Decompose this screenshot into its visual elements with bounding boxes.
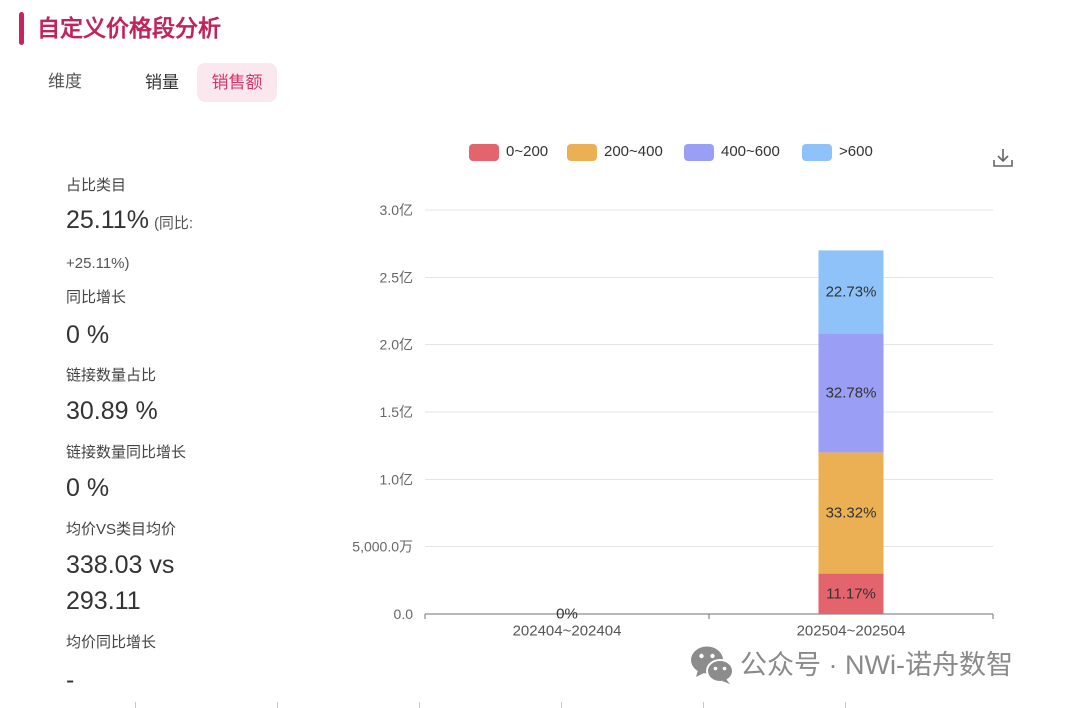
y-tick-label: 2.0亿 (380, 337, 413, 353)
download-icon-arrowhead (997, 155, 1009, 163)
page-title: 自定义价格段分析 (37, 15, 221, 41)
legend-swatch (802, 143, 832, 161)
legend-swatch (684, 143, 714, 161)
metric-value-yoy-growth: 0 % (66, 321, 110, 349)
wechat-icon-eye (722, 666, 727, 671)
price-segment-stacked-bar-chart: 0.0 5,000.0万 1.0亿 1.5亿 2.0亿 2.5亿 3.0亿 202404~20… (352, 202, 994, 640)
metric-value-link-count-yoy-growth: 0 % (66, 474, 110, 502)
legend-item-0-200[interactable]: 0~200 (469, 143, 548, 161)
dimension-label: 维度 (48, 72, 82, 91)
data-label: 32.78% (826, 384, 877, 401)
legend-item-over-600[interactable]: >600 (802, 143, 873, 161)
y-tick-label: 2.5亿 (380, 269, 413, 285)
legend-label: >600 (839, 143, 873, 160)
metric-label-link-count-share: 链接数量占比 (66, 367, 157, 384)
metric-label-category-share: 占比类目 (66, 177, 127, 194)
y-tick-label: 1.0亿 (380, 471, 413, 487)
bar-segment (818, 573, 884, 614)
metric-label-avg-price-yoy-growth: 均价同比增长 (66, 634, 157, 651)
legend-item-400-600[interactable]: 400~600 (684, 143, 780, 161)
data-label: 33.32% (826, 505, 877, 522)
axis-tick (277, 702, 278, 708)
legend-label: 200~400 (604, 143, 663, 160)
download-icon-tray (993, 160, 1013, 167)
metric-value-avg-price-vs-category: 338.03 vs 293.11 (66, 551, 175, 615)
metric-yoy-note: (同比: +25.11%) (66, 215, 194, 272)
wechat-icon (691, 646, 734, 684)
bar-segment (818, 333, 884, 453)
y-tick-label: 5,000.0万 (352, 539, 413, 555)
tab-sales-amount[interactable]: 销售额 (197, 63, 277, 102)
legend-swatch (567, 143, 597, 161)
y-tick-label: 0.0 (394, 606, 414, 622)
x-tick-label: 202404~202404 (513, 623, 622, 640)
download-button[interactable] (992, 147, 1014, 168)
data-label: 0% (556, 606, 578, 623)
axis-tick (703, 702, 704, 708)
metric-label-link-count-yoy-growth: 链接数量同比增长 (66, 444, 187, 461)
y-tick-label: 1.5亿 (380, 404, 413, 420)
axis-tick (419, 702, 420, 708)
bar-segment (818, 452, 884, 574)
wechat-icon-tail-small (722, 679, 730, 684)
metric-value-avg-price-yoy-growth: - (66, 666, 75, 694)
wechat-icon-eye (713, 666, 718, 671)
metric-label-avg-price-vs-category: 均价VS类目均价 (66, 521, 177, 538)
data-label: 11.17% (826, 585, 876, 602)
x-tick-label: 202504~202504 (797, 623, 906, 640)
legend-label: 400~600 (721, 143, 780, 160)
metric-value-category-share: 25.11% (同比: +25.11%) (66, 202, 216, 282)
wechat-icon-eye (710, 653, 715, 659)
wechat-icon-tail-large (696, 670, 704, 677)
legend-label: 0~200 (506, 143, 549, 160)
axis-tick (561, 702, 562, 708)
wechat-icon-bubble-small (706, 659, 734, 683)
axis-tick (135, 702, 136, 708)
legend-item-200-400[interactable]: 200~400 (567, 143, 663, 161)
metric-value-text: 25.11% (66, 206, 149, 234)
axis-tick (845, 702, 846, 708)
metric-label-yoy-growth: 同比增长 (66, 289, 127, 306)
title-accent-bar (19, 12, 24, 45)
wechat-icon-eye (699, 653, 704, 659)
y-tick-label: 3.0亿 (380, 202, 413, 218)
legend-swatch (469, 143, 499, 161)
watermark-text: 公众号 · NWi-诺舟数智 (740, 650, 1013, 680)
bar-segment (818, 250, 884, 334)
tab-sales-volume[interactable]: 销量 (145, 73, 179, 92)
download-icon[interactable] (992, 147, 1014, 168)
data-label: 22.73% (826, 283, 877, 300)
metric-value-link-count-share: 30.89 % (66, 397, 158, 425)
